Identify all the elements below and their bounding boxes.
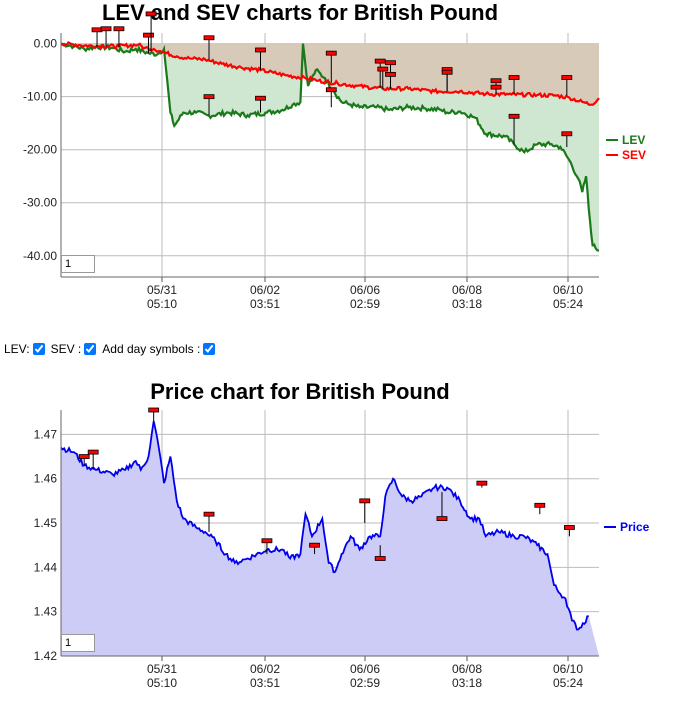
sev-checkbox[interactable] bbox=[84, 343, 97, 355]
lev-toggle[interactable]: LEV: bbox=[4, 342, 49, 356]
day-symbol-marker[interactable] bbox=[203, 511, 215, 517]
x-tick-time: 03:51 bbox=[250, 676, 280, 690]
day-symbol-marker[interactable] bbox=[508, 75, 520, 80]
day-symbol-marker[interactable] bbox=[143, 32, 154, 38]
x-tick-date: 06/02 bbox=[250, 283, 280, 297]
lev-checkbox[interactable] bbox=[32, 343, 45, 355]
day-symbol-marker[interactable] bbox=[490, 78, 502, 84]
day-symbol-marker[interactable] bbox=[436, 516, 448, 521]
day-symbol-marker[interactable] bbox=[490, 84, 502, 90]
y-tick-label: 1.42 bbox=[34, 649, 58, 663]
day-symbol-marker[interactable] bbox=[325, 87, 337, 93]
day-symbol-marker[interactable] bbox=[534, 502, 546, 508]
x-tick-time: 05:24 bbox=[553, 297, 583, 311]
x-tick-date: 06/10 bbox=[553, 283, 583, 297]
x-tick-time: 03:18 bbox=[452, 297, 482, 311]
zoom-input-lev-sev[interactable] bbox=[61, 255, 95, 273]
day-symbol-marker[interactable] bbox=[203, 35, 215, 41]
y-tick-label: -20.00 bbox=[23, 143, 57, 157]
day-symbols-toggle-label: Add day symbols : bbox=[102, 342, 201, 356]
y-tick-label: -30.00 bbox=[23, 196, 57, 210]
x-tick-date: 06/02 bbox=[250, 662, 280, 676]
day-symbol-marker[interactable] bbox=[145, 11, 157, 17]
day-symbol-marker[interactable] bbox=[359, 498, 371, 504]
x-tick-date: 06/06 bbox=[350, 283, 380, 297]
chart-toggles: LEV: SEV : Add day symbols : bbox=[4, 342, 221, 356]
series-area-lev bbox=[61, 43, 599, 251]
price-chart-title: Price chart for British Pound bbox=[150, 379, 450, 404]
day-symbol-marker[interactable] bbox=[377, 66, 389, 72]
x-tick-date: 06/06 bbox=[350, 662, 380, 676]
day-symbol-marker[interactable] bbox=[441, 69, 453, 75]
day-symbol-marker[interactable] bbox=[255, 95, 266, 101]
x-tick-date: 05/31 bbox=[147, 662, 177, 676]
lev-sev-chart-title: LEV and SEV charts for British Pound bbox=[101, 0, 499, 25]
day-symbol-marker[interactable] bbox=[563, 525, 575, 530]
y-tick-label: -10.00 bbox=[23, 90, 57, 104]
y-tick-label: 1.45 bbox=[34, 516, 58, 530]
sev-toggle[interactable]: SEV : bbox=[51, 342, 101, 356]
day-symbol-marker[interactable] bbox=[385, 71, 396, 77]
day-symbol-marker[interactable] bbox=[561, 75, 573, 80]
x-tick-time: 03:18 bbox=[452, 676, 482, 690]
series-line-price[interactable] bbox=[60, 420, 589, 631]
series-area-sev bbox=[61, 42, 599, 105]
day-symbol-marker[interactable] bbox=[508, 113, 520, 119]
day-symbol-marker[interactable] bbox=[261, 538, 273, 544]
y-tick-label: 1.47 bbox=[34, 427, 58, 441]
day-symbol-marker[interactable] bbox=[255, 47, 266, 53]
y-tick-label: 1.43 bbox=[34, 605, 58, 619]
day-symbol-marker[interactable] bbox=[561, 131, 573, 137]
legend-label-sev: SEV bbox=[622, 148, 646, 162]
y-tick-label: 1.44 bbox=[34, 560, 58, 574]
day-symbol-marker[interactable] bbox=[113, 26, 125, 32]
lev-toggle-label: LEV: bbox=[4, 342, 30, 356]
x-tick-date: 05/31 bbox=[147, 283, 177, 297]
x-tick-date: 06/08 bbox=[452, 662, 482, 676]
legend-label-lev: LEV bbox=[622, 133, 645, 147]
day-symbols-checkbox[interactable] bbox=[203, 343, 216, 355]
y-tick-label: -40.00 bbox=[23, 249, 57, 263]
x-tick-time: 05:24 bbox=[553, 676, 583, 690]
series-line-sev[interactable] bbox=[60, 40, 600, 107]
day-symbol-marker[interactable] bbox=[325, 50, 337, 56]
series-area-price bbox=[61, 421, 599, 656]
x-tick-date: 06/10 bbox=[553, 662, 583, 676]
sev-toggle-label: SEV : bbox=[50, 342, 82, 356]
day-symbol-marker[interactable] bbox=[476, 480, 488, 486]
day-symbol-marker[interactable] bbox=[78, 454, 90, 459]
day-symbol-marker[interactable] bbox=[87, 449, 99, 455]
legend-label-price: Price bbox=[620, 520, 650, 534]
y-tick-label: 1.46 bbox=[34, 472, 58, 486]
x-tick-time: 02:59 bbox=[350, 297, 380, 311]
zoom-input-price[interactable] bbox=[61, 634, 95, 652]
day-symbol-marker[interactable] bbox=[100, 26, 112, 32]
day-symbol-marker[interactable] bbox=[309, 542, 320, 548]
day-symbol-marker[interactable] bbox=[374, 556, 386, 561]
day-symbol-marker[interactable] bbox=[385, 60, 396, 66]
day-symbols-toggle[interactable]: Add day symbols : bbox=[102, 342, 219, 356]
x-tick-date: 06/08 bbox=[452, 283, 482, 297]
x-tick-time: 05:10 bbox=[147, 297, 177, 311]
x-tick-time: 05:10 bbox=[147, 676, 177, 690]
day-symbol-marker[interactable] bbox=[148, 407, 160, 413]
x-tick-time: 02:59 bbox=[350, 676, 380, 690]
day-symbol-marker[interactable] bbox=[203, 94, 215, 100]
x-tick-time: 03:51 bbox=[250, 297, 280, 311]
y-tick-label: 0.00 bbox=[34, 37, 58, 51]
